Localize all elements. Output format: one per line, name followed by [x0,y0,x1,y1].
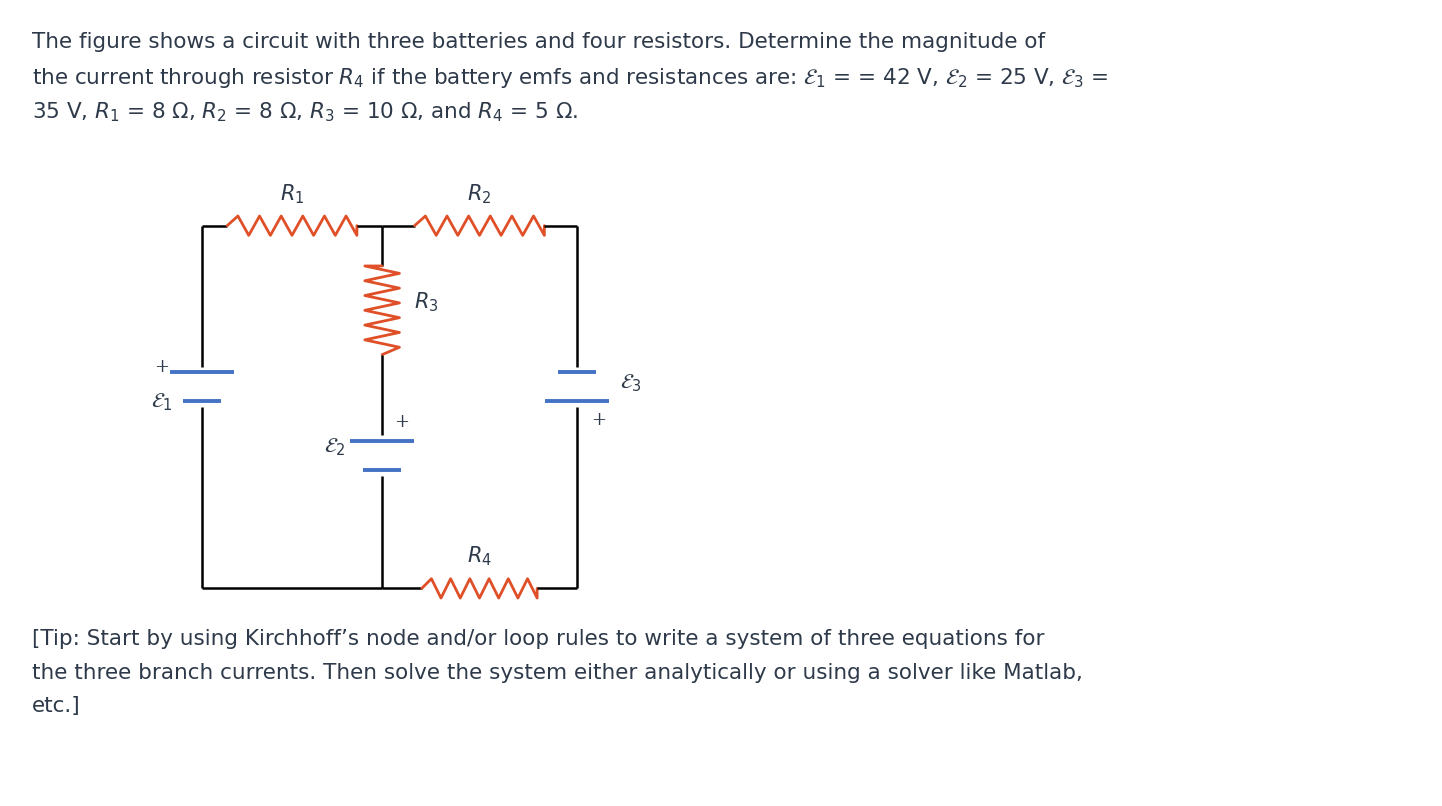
Text: $\mathcal{E}_3$: $\mathcal{E}_3$ [620,372,642,393]
Text: $R_3$: $R_3$ [414,290,438,314]
Text: $R_4$: $R_4$ [467,545,492,568]
Text: $R_2$: $R_2$ [467,182,492,206]
Text: $\mathcal{E}_1$: $\mathcal{E}_1$ [151,391,172,413]
Text: [Tip: Start by using Kirchhoff’s node and/or loop rules to write a system of thr: [Tip: Start by using Kirchhoff’s node an… [32,629,1044,649]
Text: The figure shows a circuit with three batteries and four resistors. Determine th: The figure shows a circuit with three ba… [32,32,1045,52]
Text: the three branch currents. Then solve the system either analytically or using a : the three branch currents. Then solve th… [32,663,1083,683]
Text: etc.]: etc.] [32,696,81,717]
Text: +: + [394,413,408,431]
Text: $R_1$: $R_1$ [280,182,304,206]
Text: +: + [591,411,606,429]
Text: 35 V, $R_1$ = 8 $\Omega$, $R_2$ = 8 $\Omega$, $R_3$ = 10 $\Omega$, and $R_4$ = 5: 35 V, $R_1$ = 8 $\Omega$, $R_2$ = 8 $\Om… [32,100,578,123]
Text: +: + [154,358,169,376]
Text: the current through resistor $R_4$ if the battery emfs and resistances are: $\ma: the current through resistor $R_4$ if th… [32,66,1109,90]
Text: $\mathcal{E}_2$: $\mathcal{E}_2$ [324,437,345,458]
